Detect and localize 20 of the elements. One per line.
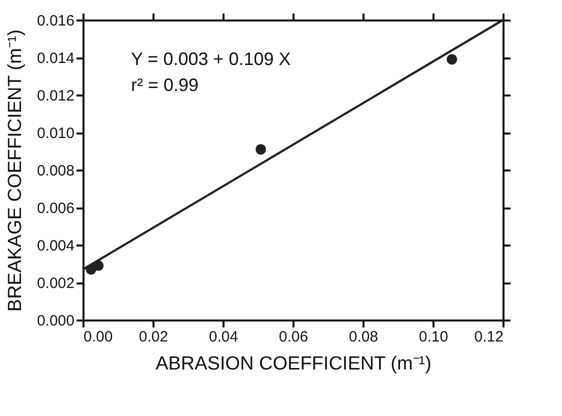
y-tick-label: 0.002 (36, 275, 74, 292)
x-tick-label: 0.04 (208, 328, 238, 346)
x-tick-label: 0.12 (474, 328, 504, 346)
annotation: r² = 0.99 (131, 75, 199, 95)
x-tick-label: 0.10 (418, 328, 448, 346)
y-tick-label: 0.016 (36, 12, 74, 30)
y-tick-label: 0.010 (36, 125, 74, 142)
x-tick-label: 0.02 (138, 328, 168, 346)
x-tick-label: 0.00 (84, 328, 113, 346)
x-tick-label: 0.06 (278, 328, 308, 346)
x-axis-title: ABRASION COEFFICIENT (m⁻¹) (156, 354, 432, 374)
y-tick-label: 0.014 (36, 50, 74, 67)
x-tick-label: 0.08 (348, 328, 378, 346)
y-tick-label: 0.012 (36, 88, 74, 104)
y-tick-label: 0.000 (36, 312, 74, 330)
annotation: Y = 0.003 + 0.109 X (131, 49, 291, 69)
y-tick-label: 0.006 (36, 200, 74, 217)
y-tick-label: 0.004 (36, 238, 74, 254)
y-axis-title: BREAKAGE COEFFICIENT (m⁻¹) (4, 29, 26, 312)
y-tick-label: 0.008 (36, 162, 74, 180)
